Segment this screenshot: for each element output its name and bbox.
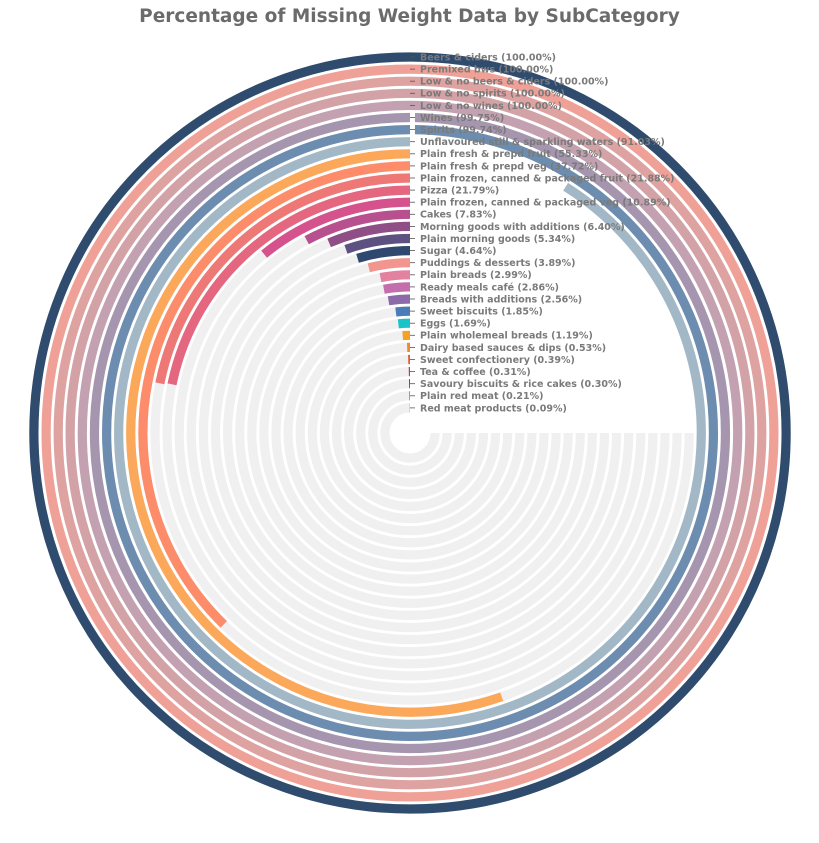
bar-label-17: Puddings & desserts (3.89%) [420, 258, 576, 269]
bar-label-24: Dairy based sauces & dips (0.53%) [420, 343, 606, 354]
bar-label-22: Eggs (1.69%) [420, 319, 491, 330]
track-27 [356, 379, 464, 487]
bar-label-27: Savoury biscuits & rice cakes (0.30%) [420, 379, 622, 390]
bar-5 [89, 112, 731, 754]
bar-label-13: Cakes (7.83%) [420, 210, 497, 221]
bar-labels: Beers & ciders (100.00%) Premixed bws (10… [410, 52, 675, 414]
bar-11 [167, 185, 411, 386]
track-14 [198, 221, 622, 645]
chart-title: Percentage of Missing Weight Data by Sub… [139, 6, 680, 27]
bar-label-21: Sweet biscuits (1.85%) [420, 307, 543, 318]
bar-label-12: Plain frozen, canned & packaged veg (10.… [420, 198, 671, 209]
track-26 [344, 367, 476, 499]
bar-0 [29, 52, 791, 814]
bar-8 [126, 149, 504, 717]
track-29 [380, 403, 440, 463]
bar-label-11: Pizza (21.79%) [420, 186, 499, 197]
bar-label-14: Morning goods with additions (6.40%) [420, 222, 625, 233]
bar-label-16: Sugar (4.64%) [420, 246, 496, 257]
track-20 [271, 294, 549, 572]
track-19 [259, 282, 561, 584]
bar-22 [397, 318, 411, 329]
track-25 [331, 354, 489, 512]
bar-21 [395, 306, 411, 317]
track-22 [295, 318, 525, 548]
bar-label-2: Low & no beers & ciders (100.00%) [420, 77, 608, 88]
bar-label-7: Unflavoured still & sparkling waters (91… [420, 137, 665, 148]
bar-2 [53, 76, 767, 790]
bar-label-10: Plain frozen, canned & packaged fruit (2… [420, 173, 675, 184]
bar-15 [344, 233, 411, 254]
bar-label-25: Sweet confectionery (0.39%) [420, 355, 575, 366]
bar-label-18: Plain breads (2.99%) [420, 270, 532, 281]
bar-label-1: Premixed bws (100.00%) [420, 65, 553, 76]
bar-17 [367, 258, 411, 273]
bar-label-23: Plain wholemeal breads (1.19%) [420, 331, 593, 342]
track-24 [319, 342, 501, 524]
track-12 [174, 197, 646, 669]
bar-label-5: Wines (99.75%) [420, 113, 504, 124]
bar-label-28: Plain red meat (0.21%) [420, 391, 543, 402]
bar-label-9: Plain fresh & prepd veg (37.72%) [420, 161, 598, 172]
track-23 [307, 330, 513, 536]
bar-label-19: Ready meals café (2.86%) [420, 282, 559, 293]
bar-label-0: Beers & ciders (100.00%) [420, 52, 556, 63]
bar-3 [65, 88, 755, 778]
bar-label-20: Breads with additions (2.56%) [420, 294, 582, 305]
bar-4 [77, 100, 743, 766]
bar-label-4: Low & no wines (100.00%) [420, 101, 562, 112]
bar-18 [379, 270, 411, 283]
bar-label-3: Low & no spirits (100.00%) [420, 89, 565, 100]
track-21 [283, 306, 537, 560]
bar-14 [327, 221, 411, 248]
bar-16 [356, 246, 411, 263]
bar-label-6: Spirits (99.74%) [420, 125, 507, 136]
bar-label-15: Plain morning goods (5.34%) [420, 234, 575, 245]
bar-12 [261, 197, 411, 258]
track-16 [223, 246, 597, 620]
track-13 [186, 209, 634, 657]
bar-7 [114, 137, 706, 729]
bar-19 [383, 282, 411, 294]
track-15 [210, 233, 610, 633]
track-17 [235, 258, 585, 608]
bar-9 [138, 161, 411, 628]
track-18 [247, 270, 573, 596]
radial-bars [29, 52, 791, 814]
bar-1 [41, 64, 779, 802]
track-28 [368, 391, 452, 475]
bar-label-8: Plain fresh & prepd fruit (55.33%) [420, 149, 602, 160]
bar-13 [304, 209, 411, 245]
bar-label-29: Red meat products (0.09%) [420, 403, 567, 414]
bar-10 [155, 173, 411, 385]
bar-20 [387, 294, 411, 306]
bar-label-26: Tea & coffee (0.31%) [420, 367, 531, 378]
bar-6 [102, 125, 718, 741]
